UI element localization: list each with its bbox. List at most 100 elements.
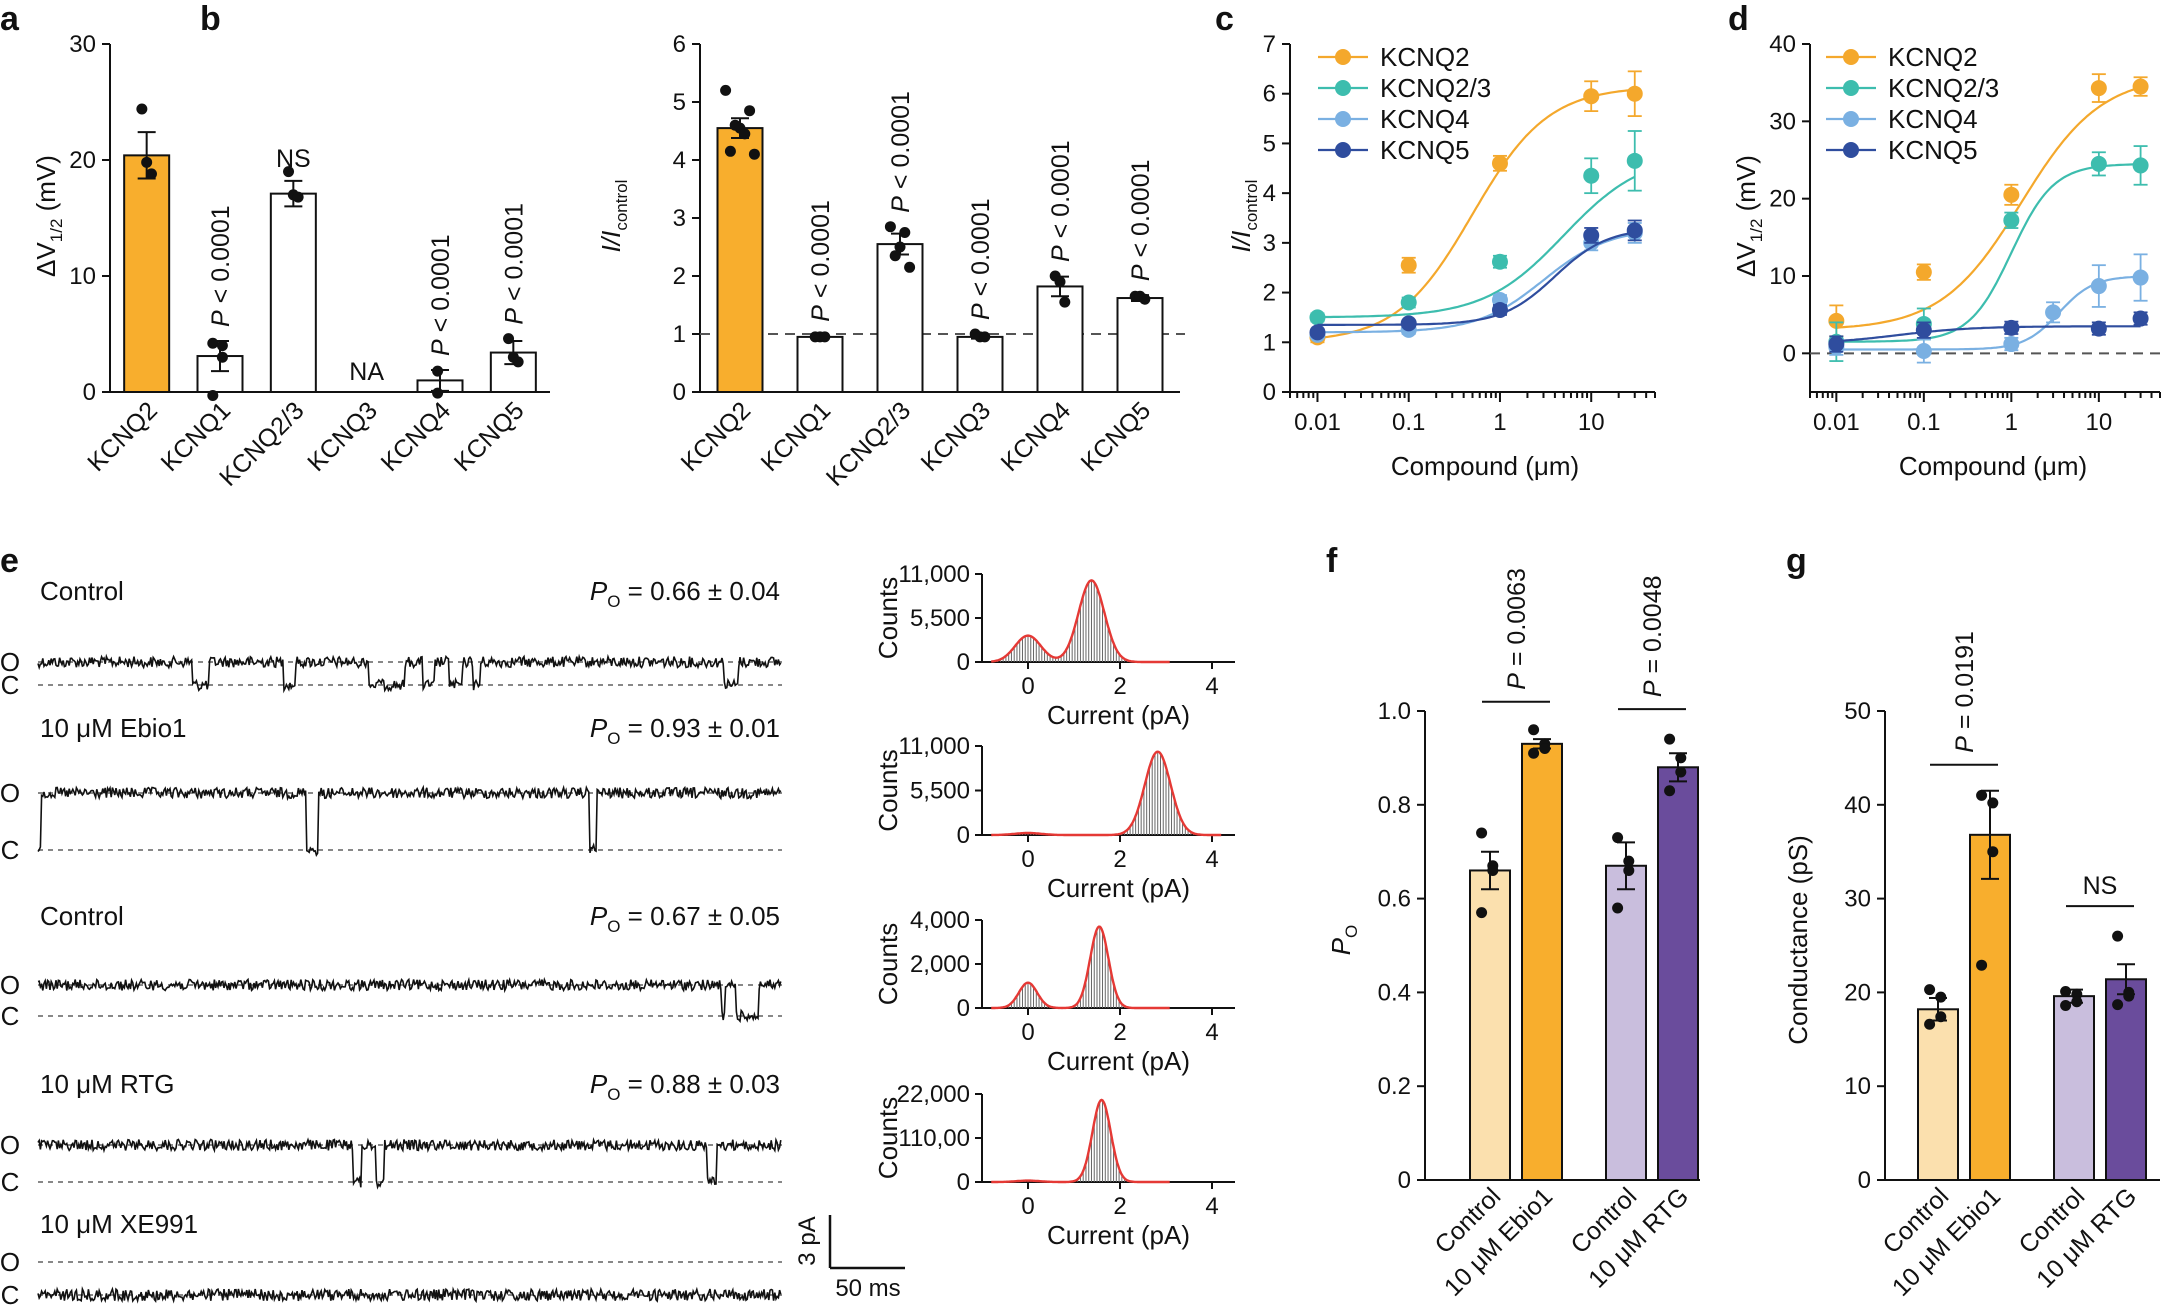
panel-b-category-label: KCNQ1 bbox=[756, 396, 837, 477]
panel-b-data-point bbox=[720, 84, 732, 96]
panel-f-ylabel-sub: O bbox=[1342, 925, 1361, 938]
panel-label-a: a bbox=[0, 0, 20, 38]
panel-f-data-point bbox=[1675, 752, 1687, 764]
panel-a-data-point bbox=[136, 103, 148, 115]
panel-g-ylabel: Conductance (pS) bbox=[1783, 835, 1813, 1045]
panel-d-fit-curve-kcnq4 bbox=[1836, 275, 2141, 351]
panel-c-xtick-label: 0.1 bbox=[1392, 409, 1425, 436]
panel-e-histogram-1-xtick-label: 0 bbox=[1021, 673, 1034, 700]
panel-f-data-point bbox=[1675, 766, 1687, 778]
panel-e-histogram-3-ytick-label: 0 bbox=[957, 995, 970, 1022]
panel-e-trace-1-po-value: = 0.66 ± 0.04 bbox=[620, 576, 780, 606]
panel-a-category-label: KCNQ3 bbox=[302, 396, 383, 477]
panel-a-ytick-label: 0 bbox=[83, 379, 96, 406]
panel-e-trace-1-open-label: O bbox=[0, 647, 20, 677]
panel-a-ylabel-main: ΔV bbox=[31, 242, 61, 277]
panel-d-fit-curve-kcnq5 bbox=[1836, 325, 2141, 343]
panel-d-xlabel: Compound (μm) bbox=[1899, 451, 2087, 481]
panel-c-data-point bbox=[1583, 227, 1600, 244]
panel-c-legend-label: KCNQ4 bbox=[1380, 104, 1470, 134]
panel-a-annotation: NS bbox=[276, 145, 311, 173]
panel-c-fit-curve-kcnq23 bbox=[1317, 175, 1636, 319]
panel-b-annotation: P < 0.0001 bbox=[967, 198, 995, 320]
panel-d-legend-marker bbox=[1843, 142, 1859, 158]
panel-c-data-point bbox=[1400, 257, 1417, 274]
panel-d-data-point bbox=[2132, 269, 2149, 286]
panel-c-xtick-label: 10 bbox=[1578, 409, 1605, 436]
panel-c-ylabel: I/Icontrol bbox=[1226, 180, 1261, 253]
panel-e-histogram-1-ytick-label: 5,500 bbox=[910, 605, 970, 632]
panel-g-data-point bbox=[1935, 1011, 1947, 1023]
panel-b-annotation-p: P bbox=[807, 305, 835, 322]
panel-f-bar bbox=[1605, 864, 1647, 1182]
panel-a-annotation-p: P bbox=[427, 339, 455, 356]
panel-e-histogram-2-xtick-label: 4 bbox=[1205, 846, 1218, 873]
panel-c-legend-label: KCNQ2 bbox=[1380, 42, 1470, 72]
panel-e-histogram-3-xtick-label: 0 bbox=[1021, 1019, 1034, 1046]
panel-e-histogram-1-xtick-label: 2 bbox=[1113, 673, 1126, 700]
panel-c-data-point bbox=[1491, 253, 1508, 270]
panel-c-xtick-label: 0.01 bbox=[1294, 409, 1341, 436]
panel-e-scale-bar: 3 pA 50 ms bbox=[794, 1215, 905, 1302]
panel-a-ylabel: ΔV1/2 (mV) bbox=[31, 155, 66, 277]
panel-f-data-point bbox=[1476, 907, 1488, 919]
panel-d-ylabel: ΔV1/2 (mV) bbox=[1731, 155, 1766, 277]
panel-f-data-point bbox=[1612, 902, 1624, 914]
panel-e-histogram-3-gaussian-fit bbox=[991, 925, 1170, 1010]
panel-f-data-point bbox=[1623, 855, 1635, 867]
panel-c-xtick-label: 1 bbox=[1493, 409, 1506, 436]
panel-a-ytick-label: 20 bbox=[69, 147, 96, 174]
panel-g-data-point bbox=[1976, 959, 1988, 971]
panel-a-data-point bbox=[216, 351, 228, 363]
panel-a-ylabel-sub: 1/2 bbox=[47, 219, 66, 243]
panel-e-histogram-1-xtick-label: 4 bbox=[1205, 673, 1218, 700]
panel-c-xlabel: Compound (μm) bbox=[1391, 451, 1579, 481]
panel-e-trace-3-open-label: O bbox=[0, 970, 20, 1000]
panel-e-histogram-2-xtick-label: 0 bbox=[1021, 846, 1034, 873]
panel-g-ytick-label: 20 bbox=[1844, 979, 1871, 1006]
panel-b-ytick-label: 3 bbox=[673, 205, 686, 232]
panel-a-annotation-value: < 0.0001 bbox=[427, 234, 455, 339]
panel-b-annotation-value: < 0.0001 bbox=[1047, 140, 1075, 245]
panel-b-bar bbox=[1116, 297, 1164, 394]
panel-c-data-point bbox=[1400, 315, 1417, 332]
panel-a-data-point bbox=[292, 191, 304, 203]
panel-b-ytick-label: 6 bbox=[673, 31, 686, 58]
panel-e-histogram-1-xlabel: Current (pA) bbox=[1047, 700, 1190, 730]
panel-b-category-label: KCNQ2/3 bbox=[821, 396, 916, 491]
panel-b-data-point bbox=[1139, 293, 1151, 305]
panel-g-data-point bbox=[1976, 789, 1988, 801]
panel-a-data-point bbox=[432, 365, 444, 377]
panel-c-ytick-label: 3 bbox=[1263, 230, 1276, 257]
panel-a-annotation: P < 0.0001 bbox=[427, 234, 455, 356]
panel-b-ylabel-sub: control bbox=[612, 180, 631, 231]
panel-b-data-point bbox=[889, 250, 901, 262]
panel-e-trace-2-current-trace bbox=[37, 784, 782, 857]
panel-e-histogram-2-ytick-label: 0 bbox=[957, 822, 970, 849]
panel-e-trace-1-current-trace bbox=[37, 653, 782, 694]
panel-e-histogram-4-xtick-label: 4 bbox=[1205, 1193, 1218, 1220]
panel-c-data-point bbox=[1626, 152, 1643, 169]
panel-b-category-label: KCNQ5 bbox=[1076, 396, 1157, 477]
panel-e-histogram-2-ytick-label: 5,500 bbox=[910, 778, 970, 805]
panel-c-ytick-label: 0 bbox=[1263, 379, 1276, 406]
panel-f-data-point bbox=[1487, 864, 1499, 876]
panel-e-trace-4-po-value: = 0.88 ± 0.03 bbox=[620, 1069, 780, 1099]
panel-e-histogram-4-ylabel: Counts bbox=[873, 1097, 903, 1179]
panel-f-ytick-label: 0.6 bbox=[1378, 886, 1411, 913]
panel-d-legend-marker bbox=[1843, 49, 1859, 65]
panel-b-data-point bbox=[748, 148, 760, 160]
panel-b-chart: 0 1 2 3 4 5 6 KCNQ2 KCNQ1 P < 0.0001 KCNQ2/3 P < 0.… bbox=[673, 31, 1185, 492]
panel-e-trace-4-closed-label: C bbox=[1, 1167, 20, 1197]
panel-a-ylabel-unit: (mV) bbox=[31, 155, 61, 219]
panel-b-annotation: P < 0.0001 bbox=[807, 200, 835, 322]
panel-d-data-point bbox=[2003, 319, 2020, 336]
panel-a-data-point bbox=[283, 166, 295, 178]
panel-e-trace-3-name: Control bbox=[40, 901, 124, 931]
panel-c-data-point bbox=[1400, 294, 1417, 311]
panel-b-data-point bbox=[884, 221, 896, 233]
panel-d-ylabel-unit: (mV) bbox=[1731, 155, 1761, 219]
